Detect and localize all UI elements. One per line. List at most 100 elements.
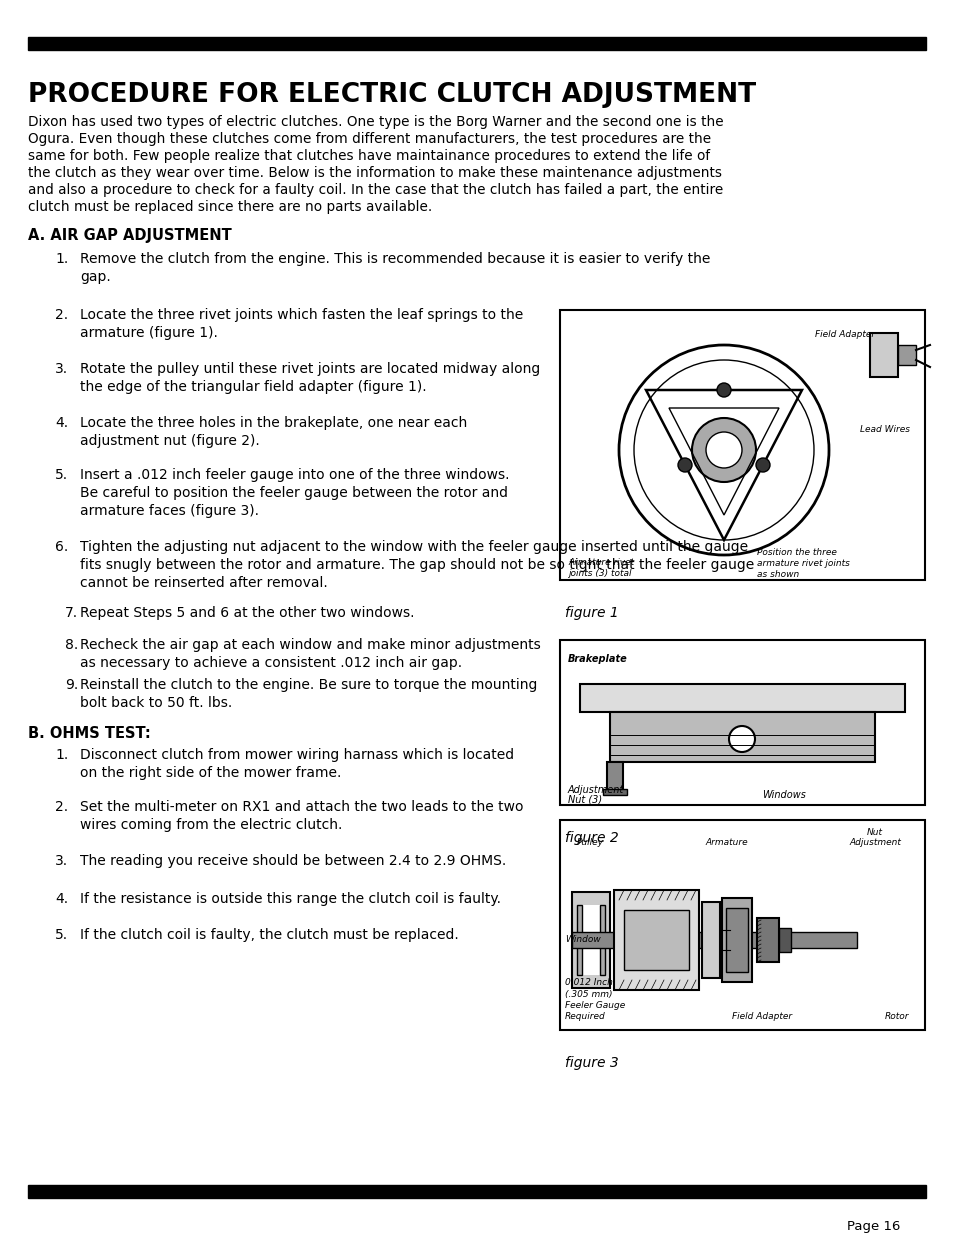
Text: Set the multi-meter on RX1 and attach the two leads to the two: Set the multi-meter on RX1 and attach th… — [80, 800, 523, 814]
Text: joints (3) total: joints (3) total — [567, 569, 631, 578]
Text: Armature rivet: Armature rivet — [567, 558, 634, 567]
Text: 2.: 2. — [55, 308, 68, 322]
Text: Locate the three rivet joints which fasten the leaf springs to the: Locate the three rivet joints which fast… — [80, 308, 522, 322]
Bar — [779, 927, 790, 952]
Bar — [757, 918, 779, 962]
Text: armature (figure 1).: armature (figure 1). — [80, 326, 217, 340]
Text: 0.012 Inch: 0.012 Inch — [564, 978, 612, 987]
Text: B. OHMS TEST:: B. OHMS TEST: — [28, 726, 151, 741]
Text: gap.: gap. — [80, 270, 111, 284]
Text: 1.: 1. — [55, 748, 69, 762]
Text: Tighten the adjusting nut adjacent to the window with the feeler gauge inserted : Tighten the adjusting nut adjacent to th… — [80, 540, 747, 555]
Text: on the right side of the mower frame.: on the right side of the mower frame. — [80, 766, 341, 781]
Text: Adjustment: Adjustment — [567, 785, 623, 795]
Text: 4.: 4. — [55, 416, 68, 430]
Bar — [609, 713, 874, 762]
Bar — [725, 908, 747, 972]
Text: Field Adapter: Field Adapter — [814, 330, 874, 338]
Text: wires coming from the electric clutch.: wires coming from the electric clutch. — [80, 818, 342, 832]
Text: Pulley: Pulley — [576, 839, 603, 847]
Circle shape — [705, 432, 741, 468]
Text: 5.: 5. — [55, 927, 68, 942]
Text: bolt back to 50 ft. lbs.: bolt back to 50 ft. lbs. — [80, 697, 232, 710]
Text: cannot be reinserted after removal.: cannot be reinserted after removal. — [80, 576, 328, 590]
Text: Reinstall the clutch to the engine. Be sure to torque the mounting: Reinstall the clutch to the engine. Be s… — [80, 678, 537, 692]
Text: figure 1: figure 1 — [564, 606, 618, 620]
Text: 5.: 5. — [55, 468, 68, 482]
Text: Remove the clutch from the engine. This is recommended because it is easier to v: Remove the clutch from the engine. This … — [80, 252, 710, 266]
Bar — [606, 762, 622, 792]
Text: Adjustment: Adjustment — [848, 839, 900, 847]
Text: Repeat Steps 5 and 6 at the other two windows.: Repeat Steps 5 and 6 at the other two wi… — [80, 606, 414, 620]
Text: Windows: Windows — [761, 790, 805, 800]
Bar — [869, 333, 897, 377]
Bar — [602, 789, 626, 795]
Text: If the clutch coil is faulty, the clutch must be replaced.: If the clutch coil is faulty, the clutch… — [80, 927, 458, 942]
Bar — [577, 905, 581, 974]
Bar — [599, 905, 604, 974]
Text: Feeler Gauge: Feeler Gauge — [564, 1002, 624, 1010]
Text: Rotate the pulley until these rivet joints are located midway along: Rotate the pulley until these rivet join… — [80, 362, 539, 375]
Bar — [28, 1186, 925, 1198]
Text: Field Adapter: Field Adapter — [731, 1011, 791, 1021]
Text: Armature: Armature — [705, 839, 747, 847]
Text: Recheck the air gap at each window and make minor adjustments: Recheck the air gap at each window and m… — [80, 638, 540, 652]
Text: adjustment nut (figure 2).: adjustment nut (figure 2). — [80, 433, 259, 448]
Text: 9.: 9. — [65, 678, 78, 692]
Text: Page 16: Page 16 — [845, 1220, 899, 1233]
Text: the clutch as they wear over time. Below is the information to make these mainte: the clutch as they wear over time. Below… — [28, 165, 721, 180]
Text: Brakeplate: Brakeplate — [567, 655, 627, 664]
Text: as necessary to achieve a consistent .012 inch air gap.: as necessary to achieve a consistent .01… — [80, 656, 461, 671]
Text: 1.: 1. — [55, 252, 69, 266]
Text: Be careful to position the feeler gauge between the rotor and: Be careful to position the feeler gauge … — [80, 487, 507, 500]
Text: Position the three: Position the three — [757, 548, 836, 557]
Text: Nut: Nut — [866, 827, 882, 837]
Bar — [623, 910, 688, 969]
Text: The reading you receive should be between 2.4 to 2.9 OHMS.: The reading you receive should be betwee… — [80, 853, 506, 868]
Text: Required: Required — [564, 1011, 605, 1021]
Bar — [572, 932, 856, 948]
Bar — [897, 345, 915, 366]
Text: Nut (3): Nut (3) — [567, 795, 601, 805]
Bar — [721, 898, 751, 982]
Circle shape — [755, 458, 769, 472]
Text: armature faces (figure 3).: armature faces (figure 3). — [80, 504, 258, 517]
Text: Rotor: Rotor — [884, 1011, 908, 1021]
Circle shape — [728, 726, 754, 752]
Bar — [559, 640, 924, 805]
Bar — [572, 892, 609, 988]
Bar — [577, 905, 604, 974]
Bar — [559, 310, 924, 580]
Text: Ogura. Even though these clutches come from different manufacturers, the test pr: Ogura. Even though these clutches come f… — [28, 132, 710, 146]
Text: clutch must be replaced since there are no parts available.: clutch must be replaced since there are … — [28, 200, 432, 214]
Text: 3.: 3. — [55, 362, 68, 375]
Text: as shown: as shown — [757, 571, 799, 579]
Text: 3.: 3. — [55, 853, 68, 868]
Text: 7.: 7. — [65, 606, 78, 620]
Text: Lead Wires: Lead Wires — [859, 425, 909, 433]
Bar — [579, 684, 904, 713]
Text: and also a procedure to check for a faulty coil. In the case that the clutch has: and also a procedure to check for a faul… — [28, 183, 722, 198]
Text: Disconnect clutch from mower wiring harnass which is located: Disconnect clutch from mower wiring harn… — [80, 748, 514, 762]
Text: figure 2: figure 2 — [564, 831, 618, 845]
Bar — [28, 37, 925, 49]
Text: figure 3: figure 3 — [564, 1056, 618, 1070]
Text: the edge of the triangular field adapter (figure 1).: the edge of the triangular field adapter… — [80, 380, 426, 394]
Text: same for both. Few people realize that clutches have maintainance procedures to : same for both. Few people realize that c… — [28, 149, 709, 163]
Bar — [701, 902, 720, 978]
Bar — [559, 820, 924, 1030]
Text: Insert a .012 inch feeler gauge into one of the three windows.: Insert a .012 inch feeler gauge into one… — [80, 468, 509, 482]
Circle shape — [717, 383, 730, 396]
Text: fits snugly between the rotor and armature. The gap should not be so tight that : fits snugly between the rotor and armatu… — [80, 558, 754, 572]
Text: armature rivet joints: armature rivet joints — [757, 559, 849, 568]
Text: If the resistance is outside this range the clutch coil is faulty.: If the resistance is outside this range … — [80, 892, 500, 906]
Text: Window: Window — [564, 935, 600, 944]
Text: A. AIR GAP ADJUSTMENT: A. AIR GAP ADJUSTMENT — [28, 228, 232, 243]
Text: 8.: 8. — [65, 638, 78, 652]
Text: 2.: 2. — [55, 800, 68, 814]
Text: Dixon has used two types of electric clutches. One type is the Borg Warner and t: Dixon has used two types of electric clu… — [28, 115, 723, 128]
Text: Locate the three holes in the brakeplate, one near each: Locate the three holes in the brakeplate… — [80, 416, 467, 430]
Circle shape — [678, 458, 691, 472]
Text: PROCEDURE FOR ELECTRIC CLUTCH ADJUSTMENT: PROCEDURE FOR ELECTRIC CLUTCH ADJUSTMENT — [28, 82, 756, 107]
Text: 6.: 6. — [55, 540, 69, 555]
